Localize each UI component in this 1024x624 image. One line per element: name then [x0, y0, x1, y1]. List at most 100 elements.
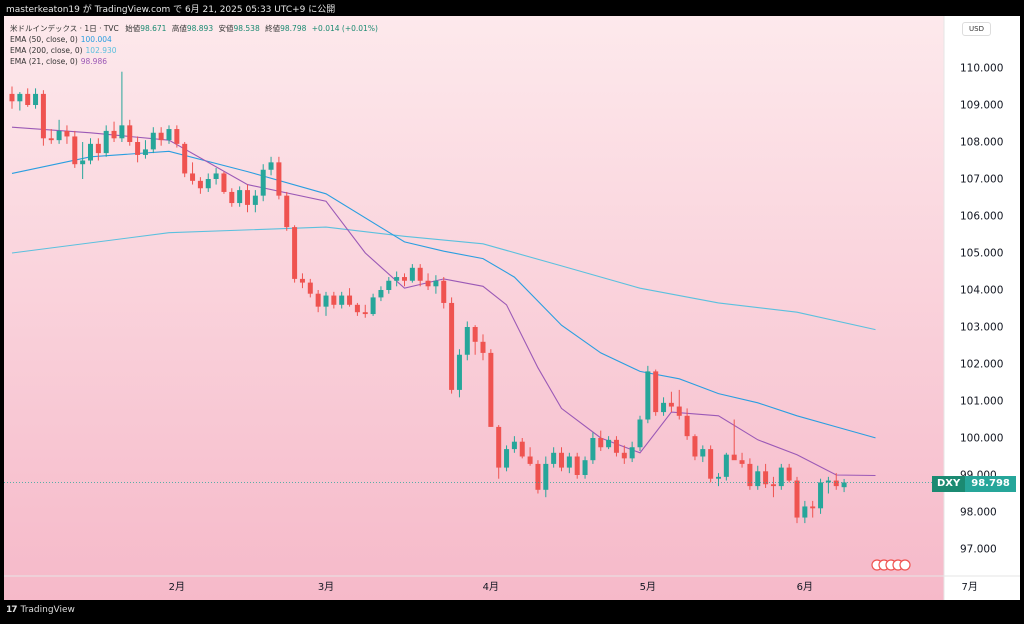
indicator-value: 98.986 — [80, 57, 107, 66]
candle — [276, 156, 282, 200]
candle-body — [56, 130, 62, 141]
ema21-line — [11, 126, 876, 477]
candle-body — [653, 371, 659, 413]
candle-body — [370, 297, 376, 315]
ema-lines — [11, 126, 876, 477]
candle — [174, 125, 180, 148]
candle — [527, 447, 533, 466]
price-tick-label: 105.000 — [960, 248, 1003, 260]
candle — [127, 119, 133, 146]
price-tick-label: 103.000 — [960, 322, 1003, 334]
candle-body — [441, 280, 447, 303]
chart-panel[interactable]: 110.000 109.000 108.000 107.000 106.000 105.0… — [4, 16, 1020, 600]
candle-body — [284, 195, 290, 228]
candle-body — [402, 277, 407, 281]
candle-body — [252, 195, 258, 205]
candle — [653, 369, 659, 416]
candle — [72, 130, 78, 168]
candle-body — [731, 454, 737, 461]
price-tick-label: 109.000 — [960, 100, 1003, 112]
candle-body — [72, 136, 78, 165]
chart-legend: 米ドルインデックス · 1日 · TVC 始値98.671 高値98.893 安… — [10, 23, 378, 67]
candle-body — [80, 160, 86, 165]
candle-body — [456, 354, 462, 390]
candle-body — [205, 179, 211, 189]
candle-body — [331, 295, 337, 305]
candle — [17, 92, 23, 111]
month-tick-label: 5月 — [640, 581, 656, 593]
open-value: 98.671 — [140, 24, 167, 33]
candle — [684, 408, 690, 440]
high-value: 98.893 — [186, 24, 214, 33]
candle — [511, 436, 517, 453]
candle — [307, 278, 313, 298]
candle — [142, 140, 148, 159]
candle — [260, 164, 266, 202]
candle — [135, 136, 141, 163]
candle-body — [574, 456, 580, 475]
candle-body — [747, 463, 753, 487]
candle — [40, 90, 46, 146]
candle — [229, 188, 235, 207]
us-flag-icon[interactable] — [899, 559, 911, 571]
candle-body — [692, 436, 698, 457]
candle — [755, 465, 761, 490]
candle — [362, 304, 368, 318]
price-tick-label: 107.000 — [960, 174, 1003, 186]
price-chart[interactable]: 110.000 109.000 108.000 107.000 106.000 105.0… — [4, 16, 1020, 600]
candle — [354, 302, 360, 316]
candle-body — [841, 482, 847, 488]
indicator-label: EMA (21, close, 0) — [10, 57, 78, 66]
candle — [731, 419, 737, 461]
indicator-label: EMA (200, close, 0) — [10, 46, 83, 55]
candle-body — [174, 129, 180, 144]
candle-body — [433, 280, 439, 287]
candle — [708, 445, 714, 483]
candle — [825, 476, 831, 494]
candle — [747, 458, 753, 490]
candle — [770, 476, 776, 498]
tradingview-logo[interactable]: 17 TradingView — [6, 605, 75, 615]
ohlc-row: 米ドルインデックス · 1日 · TVC 始値98.671 高値98.893 安… — [10, 23, 378, 34]
candle — [668, 391, 674, 413]
candle-body — [786, 467, 792, 481]
candle — [64, 125, 70, 144]
candle — [111, 121, 117, 142]
candle-body — [739, 460, 745, 464]
price-tick-label: 98.000 — [960, 507, 997, 519]
candle — [723, 452, 729, 481]
candle — [119, 71, 125, 142]
indicator-row-ema50[interactable]: EMA (50, close, 0) 100.004 — [10, 34, 378, 45]
candle — [103, 125, 109, 157]
candle-body — [449, 302, 455, 390]
candle-body — [268, 162, 274, 170]
candle-body — [794, 480, 800, 518]
candle-body — [472, 327, 478, 342]
candle — [786, 463, 792, 483]
price-tick-label: 108.000 — [960, 137, 1003, 149]
candle — [551, 447, 557, 468]
candle-body — [708, 449, 714, 479]
candle-body — [315, 293, 321, 307]
candle-body — [833, 480, 839, 487]
event-flags[interactable] — [871, 559, 911, 571]
candle-body — [778, 467, 784, 487]
candle — [519, 438, 525, 459]
candle — [417, 264, 423, 287]
candle — [268, 156, 274, 176]
candle — [441, 277, 447, 309]
month-tick-label: 3月 — [318, 581, 334, 593]
candle — [480, 334, 486, 361]
candle-body — [127, 125, 133, 142]
publish-caption: masterkeaton19 が TradingView.com で 6月 21… — [6, 5, 336, 15]
indicator-row-ema21[interactable]: EMA (21, close, 0) 98.986 — [10, 56, 378, 67]
price-tick-label: 102.000 — [960, 359, 1003, 371]
candle — [88, 138, 93, 165]
candle — [692, 434, 698, 461]
candle — [606, 436, 612, 450]
candle — [566, 452, 572, 474]
symbol-title: 米ドルインデックス · 1日 · TVC — [10, 24, 119, 33]
candle — [582, 456, 588, 479]
currency-button[interactable]: USD — [962, 22, 991, 36]
indicator-row-ema200[interactable]: EMA (200, close, 0) 102.930 — [10, 45, 378, 56]
